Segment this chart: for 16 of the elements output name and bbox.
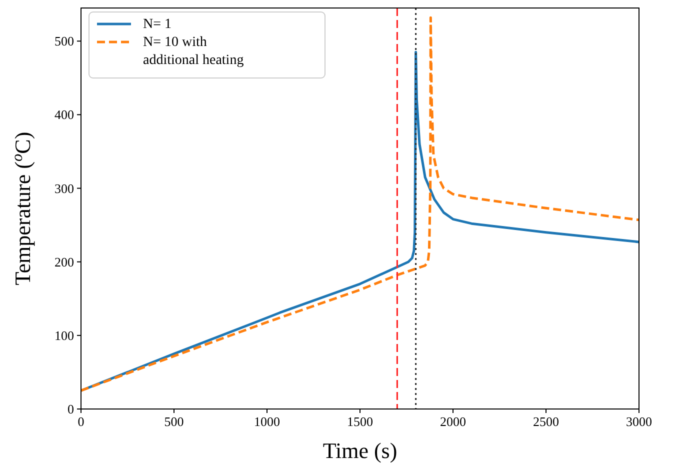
y-tick-label: 0: [68, 402, 74, 416]
legend-label: N= 10 with additional heating: [143, 35, 244, 68]
x-axis-title: Time (s): [322, 438, 398, 463]
x-tick-label: 1500: [347, 414, 373, 429]
x-tick-label: 2000: [440, 414, 466, 429]
y-tick-label: 300: [54, 180, 74, 196]
y-tick-label: 100: [54, 328, 74, 343]
y-tick-label: 400: [54, 107, 74, 122]
y-tick-label: 200: [54, 254, 74, 270]
y-tick-label: 500: [54, 34, 74, 49]
x-tick-label: 1000: [254, 414, 280, 429]
legend-label: N= 1: [143, 17, 172, 32]
x-tick-label: 2500: [533, 414, 559, 429]
x-tick-label: 0: [78, 414, 84, 429]
x-tick-label: 3000: [626, 414, 652, 429]
x-tick-label: 500: [164, 414, 184, 429]
